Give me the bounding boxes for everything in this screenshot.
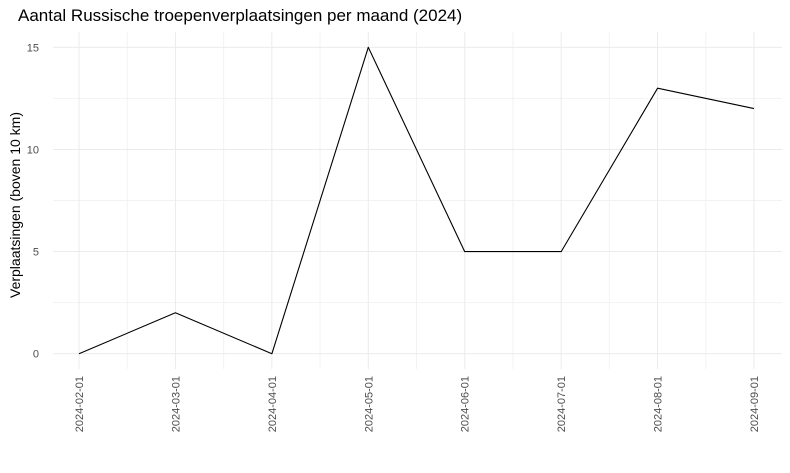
chart-title: Aantal Russische troepenverplaatsingen p… [18, 6, 463, 25]
x-tick-label: 2024-07-01 [556, 376, 568, 432]
x-tick-label: 2024-09-01 [749, 376, 761, 432]
x-tick-label: 2024-02-01 [74, 376, 86, 432]
series-layer [78, 46, 755, 355]
x-axis-ticks: 2024-02-01 2024-03-01 2024-04-01 2024-05-01… [74, 376, 761, 432]
y-tick-label: 5 [33, 247, 39, 259]
y-tick-label: 15 [27, 42, 39, 54]
x-tick-label: 2024-04-01 [267, 376, 279, 432]
x-tick-label: 2024-03-01 [170, 376, 182, 432]
x-tick-label: 2024-08-01 [653, 376, 665, 432]
y-tick-label: 10 [27, 144, 39, 156]
x-tick-label: 2024-05-01 [363, 376, 375, 432]
data-line [78, 46, 755, 355]
minor-gridlines [53, 32, 782, 369]
y-tick-label: 0 [33, 349, 39, 361]
y-axis-ticks: 0 5 10 15 [27, 42, 39, 360]
y-axis-title: Verplaatsingen (boven 10 km) [7, 112, 23, 298]
x-tick-label: 2024-06-01 [460, 376, 472, 432]
